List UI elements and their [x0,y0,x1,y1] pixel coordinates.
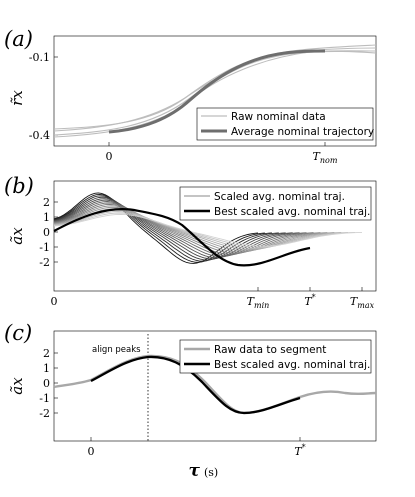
panel-c-xlabel: τ [189,461,201,481]
panel-b-ytick-label-3: 0 [43,226,50,239]
panel-c-legend-label-raw: Raw data to segment [214,344,326,356]
panel-c-ytick-label-2: 1 [43,362,50,375]
panel-a-legend: Raw nominal data Average nominal traject… [196,107,374,141]
panel-a-xtick-label-tnom: Tnom [313,150,338,165]
panel-b-xtick-label-0: 0 [51,295,58,308]
panel-c-xunit: (s) [204,466,218,479]
panel-b-ytick-label-2: 1 [43,211,50,224]
panel-c: (c) 2 1 0 -1 -2 ãx 0 T* align peaks [4,321,377,481]
panel-b-scaled-line-14 [53,211,349,249]
panel-b-scaled-line-2 [53,193,265,263]
panel-b-legend-box [179,186,372,221]
panel-b-scaled-line-15 [53,212,356,248]
panel-c-ylabel: ãx [8,377,26,395]
panel-b-scaled-line-10 [53,205,321,254]
panel-b-xtick-label-tstar: T* [304,293,315,308]
panel-c-align-annotation: align peaks [92,345,141,355]
panel-c-label: (c) [4,321,32,345]
panel-b-scaled-line-9 [53,203,314,255]
panel-a-legend-box [196,107,374,141]
panel-b-legend: Scaled avg. nominal traj. Best scaled av… [179,186,372,221]
panel-b-ytick-label-1: 2 [43,196,50,209]
panel-b-ytick-label-4: -1 [39,241,50,254]
panel-c-legend-box [179,339,372,374]
panel-a: (a) -0.1 -0.4 r̃x 0 Tnom Raw nominal dat… [4,27,377,165]
panel-c-ytick-label-5: -2 [39,407,50,420]
panel-b-scaled-line-5 [53,198,286,260]
panel-c-legend: Raw data to segment Best scaled avg. nom… [179,339,372,374]
panel-b-scaled-line-16 [53,213,363,247]
panel-c-ytick-label-3: 0 [43,377,50,390]
panel-b-yticks: 2 1 0 -1 -2 [39,196,58,269]
panel-b-ytick-label-5: -2 [39,256,50,269]
panel-b-axes-box [53,180,377,292]
panel-c-ytick-label-4: -1 [39,392,50,405]
panel-a-axes-box [53,35,377,147]
panel-a-ytick-label-1: -0.1 [29,51,50,64]
panel-c-legend-label-best: Best scaled avg. nominal traj. [214,359,370,371]
panel-b-ylabel: ãx [8,227,26,245]
panel-a-label: (a) [4,27,33,51]
panel-b-scaled-curves [53,192,363,264]
panel-b-legend-label-scaled: Scaled avg. nominal traj. [214,191,345,203]
panel-b-scaled-line-6 [53,199,293,259]
panel-c-xtick-label-tstar: T* [294,443,305,458]
panel-b-xtick-label-tmax: Tmax [350,295,375,310]
panel-b-scaled-line-4 [53,196,279,261]
panel-a-ytick-label-2: -0.4 [29,129,50,142]
panel-a-average-line [108,49,326,134]
panel-b-scaled-line-3 [53,195,272,262]
panel-a-ylabel: r̃x [8,90,26,106]
panel-b-label: (b) [4,174,34,198]
panel-b-best-line [53,208,311,267]
panel-b-xtick-label-tmin: Tmin [247,295,270,310]
panel-c-xtick-label-0: 0 [88,445,95,458]
panel-b-scaled-line-1 [53,192,259,264]
panel-c-yticks: 2 1 0 -1 -2 [39,347,58,420]
panel-c-ytick-label-1: 2 [43,347,50,360]
panel-b-scaled-line-11 [53,206,328,253]
panel-b-scaled-line-8 [53,202,307,256]
panel-a-legend-label-raw: Raw nominal data [231,111,326,123]
panel-a-xtick-label-0: 0 [106,150,113,163]
panel-b-legend-label-best: Best scaled avg. nominal traj. [214,206,370,218]
panel-c-best-line [90,355,301,415]
panel-b-scaled-line-7 [53,201,300,257]
panel-a-legend-label-average: Average nominal trajectory [231,126,374,138]
panel-b: (b) 2 1 0 -1 -2 ãx 0 Tmin T* Tmax [4,174,377,310]
